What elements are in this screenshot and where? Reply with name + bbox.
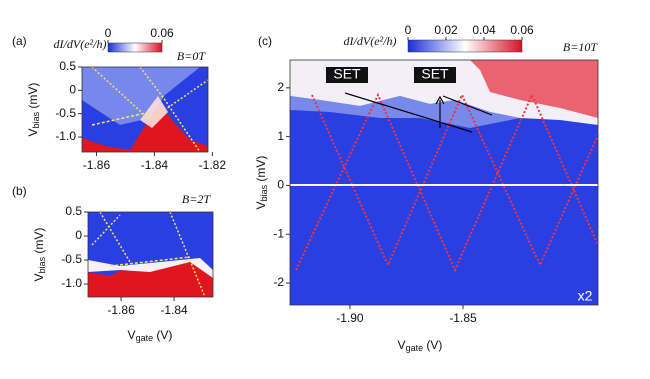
x-tick-label: -1.84 <box>141 158 169 172</box>
y-axis-label: Vbias (mV) <box>254 156 269 210</box>
y-tick-label: 0.5 <box>59 59 76 73</box>
label-part: (mV) <box>32 228 46 257</box>
label-part: (V) <box>423 338 442 352</box>
guide-line <box>139 66 201 153</box>
label-part: gate <box>136 333 154 343</box>
colorbar-tick-label: 0.06 <box>150 26 174 40</box>
arrow <box>344 92 473 133</box>
colorbar-tick-label: 0.02 <box>434 23 458 37</box>
heat-region <box>470 60 598 118</box>
y-axis-label: Vbias (mV) <box>26 83 41 137</box>
guide-line <box>91 66 209 121</box>
colorbar-tick-label: 0 <box>105 26 112 40</box>
panel-label: (b) <box>12 184 27 198</box>
x-tick-label: -1.84 <box>160 303 188 317</box>
panel-label: (a) <box>12 34 27 48</box>
label-part: V <box>398 338 406 352</box>
x-tick-label: -1.82 <box>199 158 227 172</box>
colorbar <box>407 39 523 53</box>
panel-label: (c) <box>258 34 272 48</box>
heat-region <box>82 67 200 125</box>
y-tick-label: 0 <box>277 178 284 192</box>
y-tick-label: -1.0 <box>55 129 76 143</box>
heat-region <box>88 258 213 278</box>
annotation: SET <box>421 66 449 82</box>
colorbar <box>107 42 163 53</box>
heat-region <box>82 104 208 152</box>
label-part: V <box>128 328 136 342</box>
annotation: SET <box>333 66 361 82</box>
x-tick-label: -1.90 <box>336 311 364 325</box>
colorbar-tick-label: 0 <box>405 23 412 37</box>
arrow <box>435 95 445 105</box>
annotation-box <box>414 67 456 83</box>
guide-line <box>99 211 131 263</box>
label-part: (V) <box>153 328 172 342</box>
label-part: dI/dV <box>54 37 82 51</box>
panel: (a) B=0T -1.86 -1.84 -1.82 0.5 0 -0.5 -1.0 Vbias … <box>12 26 226 172</box>
label-part: bias <box>259 184 269 201</box>
label-part: V <box>26 128 40 136</box>
x-axis-label: Vgate (V) <box>128 328 173 343</box>
guide-line <box>311 92 599 268</box>
plot-frame <box>81 66 209 153</box>
colorbar-tick-label: 0.04 <box>472 23 496 37</box>
label-part: (e²/h) <box>80 37 106 51</box>
panel-title: B=0T <box>177 49 206 63</box>
annotation: x2 <box>578 288 593 304</box>
label-part: V <box>32 273 46 281</box>
guide-line <box>91 214 121 246</box>
guide-line <box>109 256 191 267</box>
label-part: (mV) <box>254 156 268 185</box>
x-axis-label: Vgate (V) <box>398 338 443 353</box>
panel-title: B=2T <box>182 192 211 206</box>
colorbar-label: dI/dV(e²/h) <box>344 34 397 48</box>
y-tick-label: 1 <box>277 129 284 143</box>
label-part: (e²/h) <box>370 34 396 48</box>
y-axis-label: Vbias (mV) <box>32 228 47 282</box>
annotation-box <box>326 67 368 83</box>
y-tick-label: -1.0 <box>61 276 82 290</box>
plot-frame <box>87 211 214 298</box>
label-part: bias <box>31 111 41 128</box>
y-tick-label: 2 <box>277 80 284 94</box>
guide-line <box>169 211 206 298</box>
label-part: (mV) <box>26 83 40 112</box>
y-tick-label: 0 <box>69 83 76 97</box>
heat-region <box>140 96 168 128</box>
y-tick-label: 0.5 <box>65 204 82 218</box>
y-tick-label: -1 <box>273 226 284 240</box>
label-part: V <box>254 201 268 209</box>
guide-line <box>295 92 599 273</box>
arrow <box>442 95 493 116</box>
y-tick-label: -2 <box>273 275 284 289</box>
y-tick-label: -0.5 <box>61 252 82 266</box>
plot-frame <box>289 59 599 306</box>
y-tick-label: 0 <box>75 228 82 242</box>
x-tick-label: -1.85 <box>449 311 477 325</box>
label-part: dI/dV <box>344 34 372 48</box>
colorbar-label: dI/dV(e²/h) <box>54 37 107 51</box>
colorbar-tick-label: 0.06 <box>510 23 534 37</box>
heat-region <box>88 260 213 297</box>
x-tick-label: -1.86 <box>83 158 111 172</box>
panel-title: B=10T <box>563 40 598 54</box>
label-part: bias <box>37 256 47 273</box>
label-part: gate <box>406 343 424 353</box>
y-tick-label: -0.5 <box>55 106 76 120</box>
x-tick-label: -1.86 <box>107 303 135 317</box>
